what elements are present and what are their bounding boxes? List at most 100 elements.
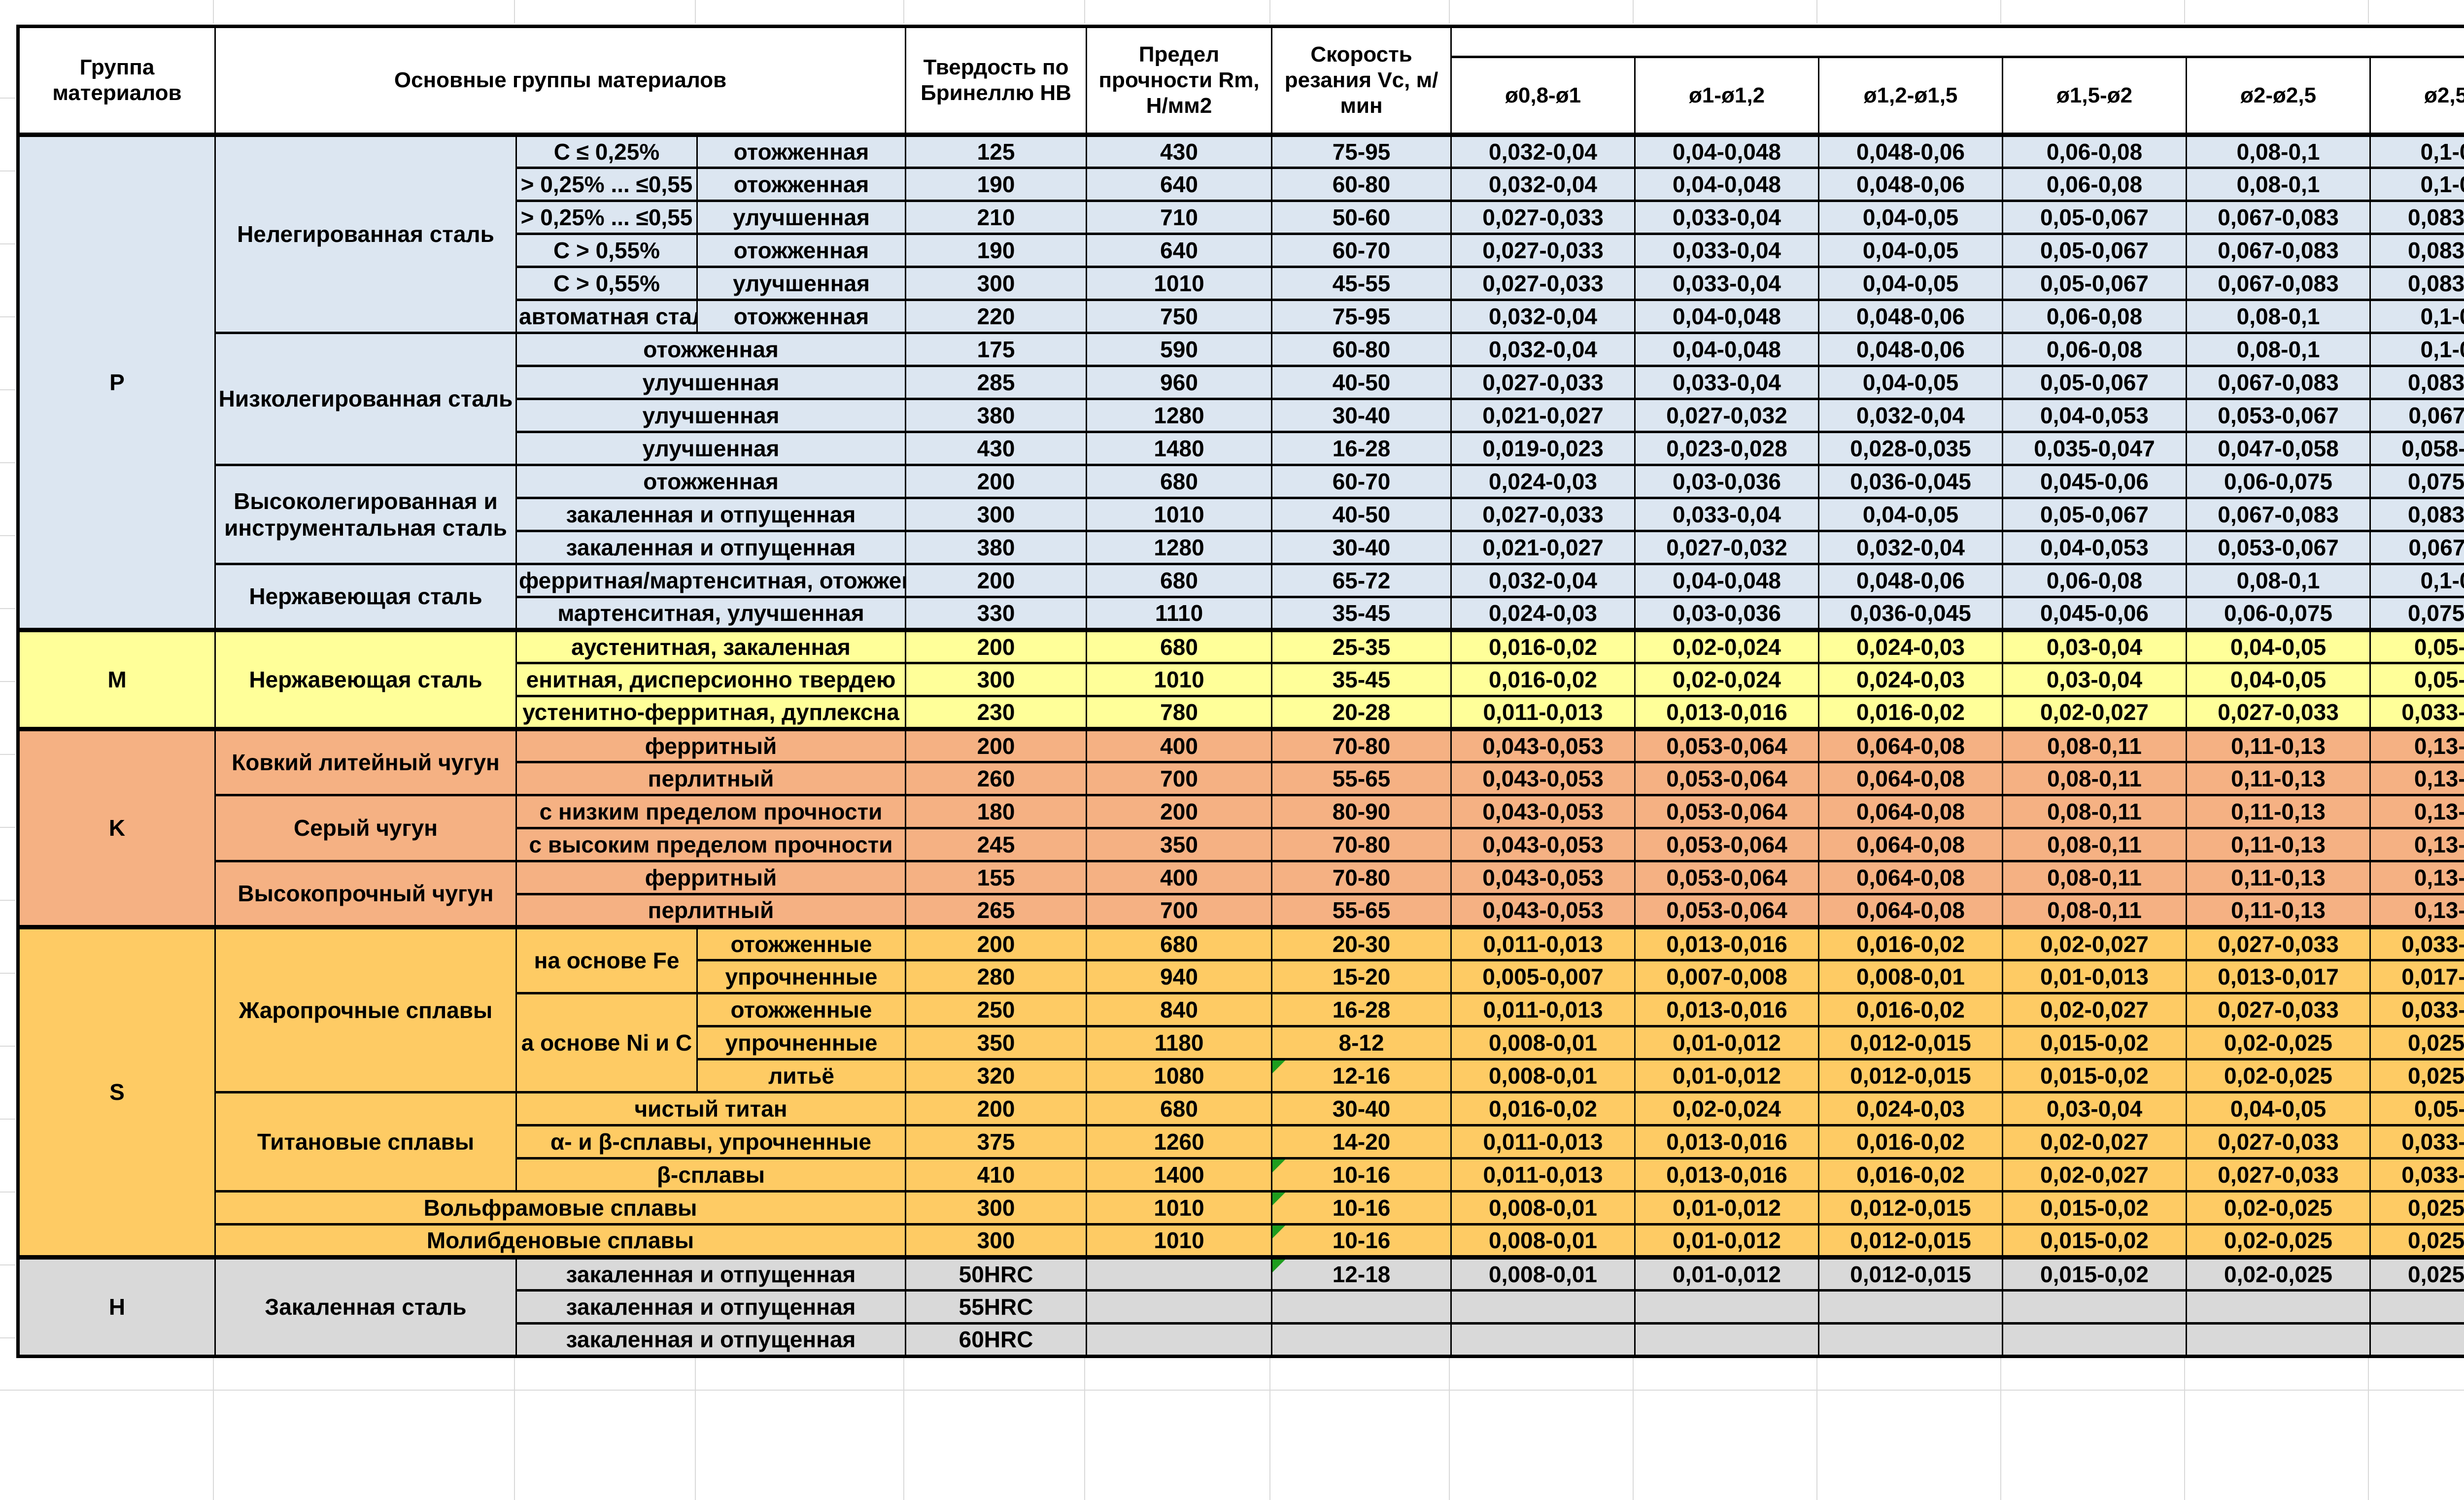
feed-cell[interactable]: 0,028-0,035 — [1818, 431, 2004, 466]
vc-cell[interactable]: 55-65 — [1271, 761, 1452, 796]
rm-cell[interactable]: 1110 — [1086, 596, 1273, 631]
rm-cell[interactable]: 1010 — [1086, 1223, 1273, 1259]
feed-cell[interactable]: 0,02-0,024 — [1634, 662, 1820, 697]
feed-cell[interactable]: 0,015-0,02 — [2002, 1255, 2188, 1292]
feed-cell[interactable]: 0,021-0,027 — [1450, 398, 1636, 433]
feed-cell[interactable]: 0,011-0,013 — [1450, 925, 1636, 961]
feed-cell[interactable]: 0,064-0,08 — [1818, 860, 2004, 895]
feed-cell[interactable]: 0,008-0,01 — [1450, 1255, 1636, 1292]
vc-cell[interactable]: 45-55 — [1271, 266, 1452, 301]
treatment-cell[interactable]: отожженная — [515, 332, 907, 367]
group-code-cell[interactable]: P — [17, 133, 216, 631]
feed-cell[interactable]: 0,1-0,16 — [2369, 332, 2464, 367]
feed-cell[interactable]: 0,13-0,21 — [2369, 860, 2464, 895]
treatment-cell[interactable]: мартенситная, улучшенная — [515, 596, 907, 631]
vc-cell[interactable]: 60-80 — [1271, 167, 1452, 202]
feed-col-header[interactable]: ø2-ø2,5 — [2186, 56, 2371, 137]
rm-cell[interactable]: 680 — [1086, 925, 1273, 961]
feed-cell[interactable]: 0,008-0,01 — [1450, 1025, 1636, 1060]
feed-cell[interactable] — [1634, 1322, 1820, 1358]
feed-cell[interactable]: 0,027-0,033 — [2186, 1124, 2371, 1159]
rm-cell[interactable]: 1010 — [1086, 1190, 1273, 1226]
feed-cell[interactable]: 0,033-0,053 — [2369, 1157, 2464, 1193]
hb-cell[interactable]: 190 — [905, 167, 1088, 202]
header-speed[interactable]: Скорость резания Vc, м/мин — [1271, 25, 1452, 136]
feed-cell[interactable]: 0,04-0,053 — [2002, 530, 2188, 565]
feed-cell[interactable]: 0,01-0,012 — [1634, 1025, 1820, 1060]
feed-cell[interactable]: 0,04-0,048 — [1634, 167, 1820, 202]
hb-cell[interactable]: 280 — [905, 959, 1088, 994]
treatment-cell[interactable]: улучшенная — [515, 431, 907, 466]
feed-cell[interactable] — [2002, 1322, 2188, 1358]
feed-cell[interactable]: 0,11-0,13 — [2186, 794, 2371, 829]
treatment-cell[interactable]: отожженная — [696, 167, 907, 202]
treatment-cell[interactable]: β-сплавы — [515, 1157, 907, 1193]
rm-cell[interactable]: 700 — [1086, 761, 1273, 796]
feed-cell[interactable]: 0,064-0,08 — [1818, 893, 2004, 928]
feed-cell[interactable]: 0,053-0,064 — [1634, 794, 1820, 829]
feed-cell[interactable]: 0,033-0,04 — [1634, 497, 1820, 532]
feed-cell[interactable]: 0,032-0,04 — [1818, 398, 2004, 433]
feed-cell[interactable] — [2369, 1289, 2464, 1325]
header-strength[interactable]: Предел прочности Rm, Н/мм2 — [1086, 25, 1273, 136]
vc-cell[interactable]: 12-18 — [1271, 1255, 1452, 1292]
feed-cell[interactable]: 0,012-0,015 — [1818, 1025, 2004, 1060]
feed-cell[interactable]: 0,11-0,13 — [2186, 860, 2371, 895]
hb-cell[interactable]: 200 — [905, 464, 1088, 499]
treatment-cell[interactable]: улучшенная — [515, 398, 907, 433]
feed-cell[interactable]: 0,027-0,033 — [2186, 925, 2371, 961]
feed-cell[interactable]: 0,06-0,08 — [2002, 332, 2188, 367]
feed-cell[interactable]: 0,06-0,08 — [2002, 133, 2188, 169]
feed-cell[interactable]: 0,03-0,036 — [1634, 596, 1820, 631]
feed-cell[interactable]: 0,067-0,11 — [2369, 530, 2464, 565]
rm-cell[interactable] — [1086, 1255, 1273, 1292]
feed-cell[interactable]: 0,04-0,05 — [2186, 628, 2371, 664]
feed-cell[interactable]: 0,04-0,05 — [1818, 497, 2004, 532]
rm-cell[interactable]: 200 — [1086, 794, 1273, 829]
hb-cell[interactable]: 380 — [905, 398, 1088, 433]
feed-cell[interactable]: 0,05-0,08 — [2369, 1091, 2464, 1126]
feed-cell[interactable]: 0,027-0,033 — [2186, 695, 2371, 730]
feed-cell[interactable]: 0,05-0,067 — [2002, 200, 2188, 235]
hb-cell[interactable]: 300 — [905, 497, 1088, 532]
feed-cell[interactable]: 0,06-0,075 — [2186, 464, 2371, 499]
feed-cell[interactable]: 0,013-0,016 — [1634, 1124, 1820, 1159]
vc-cell[interactable]: 10-16 — [1271, 1157, 1452, 1193]
feed-cell[interactable]: 0,08-0,1 — [2186, 133, 2371, 169]
rm-cell[interactable]: 680 — [1086, 1091, 1273, 1126]
feed-cell[interactable]: 0,027-0,033 — [1450, 497, 1636, 532]
treatment-cell[interactable]: перлитный — [515, 761, 907, 796]
feed-cell[interactable]: 0,11-0,13 — [2186, 827, 2371, 862]
feed-cell[interactable]: 0,015-0,02 — [2002, 1025, 2188, 1060]
feed-cell[interactable]: 0,025-0,04 — [2369, 1223, 2464, 1259]
header-feed-title[interactable]: Подача Fn, мм/об — [1450, 25, 2464, 58]
feed-cell[interactable]: 0,033-0,04 — [1634, 365, 1820, 400]
feed-cell[interactable]: 0,033-0,053 — [2369, 695, 2464, 730]
feed-cell[interactable]: 0,021-0,027 — [1450, 530, 1636, 565]
feed-cell[interactable]: 0,015-0,02 — [2002, 1058, 2188, 1093]
feed-cell[interactable]: 0,012-0,015 — [1818, 1255, 2004, 1292]
vc-cell[interactable]: 14-20 — [1271, 1124, 1452, 1159]
feed-cell[interactable]: 0,045-0,06 — [2002, 464, 2188, 499]
feed-cell[interactable]: 0,02-0,027 — [2002, 695, 2188, 730]
hb-cell[interactable]: 285 — [905, 365, 1088, 400]
feed-cell[interactable]: 0,03-0,04 — [2002, 662, 2188, 697]
feed-cell[interactable]: 0,064-0,08 — [1818, 827, 2004, 862]
vc-cell[interactable]: 65-72 — [1271, 563, 1452, 598]
feed-cell[interactable]: 0,033-0,053 — [2369, 925, 2464, 961]
hb-cell[interactable]: 175 — [905, 332, 1088, 367]
feed-col-header[interactable]: ø1,2-ø1,5 — [1818, 56, 2004, 137]
vc-cell[interactable]: 20-30 — [1271, 925, 1452, 961]
feed-cell[interactable]: 0,033-0,053 — [2369, 1124, 2464, 1159]
feed-cell[interactable]: 0,007-0,008 — [1634, 959, 1820, 994]
rm-cell[interactable]: 1010 — [1086, 266, 1273, 301]
feed-cell[interactable]: 0,13-0,21 — [2369, 893, 2464, 928]
treatment-cell[interactable]: ферритный — [515, 860, 907, 895]
hb-cell[interactable]: 300 — [905, 266, 1088, 301]
treatment-cell[interactable]: с низким пределом прочности — [515, 794, 907, 829]
feed-cell[interactable]: 0,04-0,05 — [1818, 233, 2004, 268]
feed-cell[interactable]: 0,06-0,08 — [2002, 299, 2188, 334]
hb-cell[interactable]: 260 — [905, 761, 1088, 796]
family-cell[interactable]: Низколегированная сталь — [214, 332, 517, 466]
feed-cell[interactable]: 0,012-0,015 — [1818, 1058, 2004, 1093]
